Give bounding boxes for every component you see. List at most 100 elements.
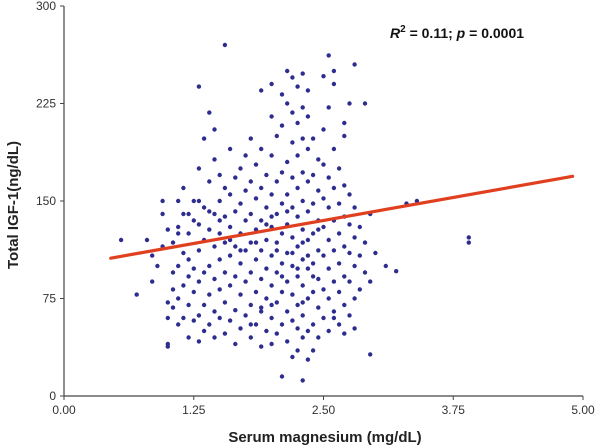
data-point: [186, 211, 191, 217]
data-point: [274, 331, 279, 336]
data-point: [326, 296, 331, 301]
data-point: [165, 341, 170, 347]
data-point: [196, 198, 202, 204]
data-point: [238, 166, 243, 171]
data-point: [300, 240, 305, 245]
data-point: [326, 53, 331, 58]
data-point: [181, 315, 186, 321]
trend-line-group: [109, 174, 575, 260]
r-squared-annotation: R2 = 0.11; p = 0.0001: [390, 24, 524, 41]
data-point: [336, 261, 342, 266]
data-point: [352, 326, 357, 331]
data-point: [342, 331, 347, 336]
data-point: [233, 209, 238, 214]
data-point: [285, 101, 290, 106]
data-point: [300, 313, 305, 318]
data-point: [347, 250, 352, 256]
data-point: [331, 146, 337, 152]
data-point: [248, 335, 253, 340]
data-point: [285, 68, 290, 74]
data-point: [290, 205, 295, 210]
data-point: [326, 237, 331, 243]
data-point: [259, 344, 264, 349]
data-point: [285, 209, 290, 214]
data-point: [269, 153, 274, 158]
data-point: [326, 105, 331, 110]
data-point: [196, 222, 202, 227]
data-point: [227, 224, 233, 230]
data-point: [191, 318, 196, 323]
data-point: [347, 279, 352, 284]
data-point: [295, 274, 300, 279]
data-point: [259, 146, 264, 152]
data-point: [321, 287, 326, 292]
data-point: [331, 248, 337, 253]
x-tick-label: 0.00: [52, 403, 76, 417]
data-point: [253, 196, 259, 201]
r-value: = 0.11;: [406, 25, 457, 41]
data-point: [331, 68, 337, 74]
data-point: [331, 309, 337, 314]
data-point: [118, 237, 124, 243]
data-point: [321, 253, 326, 258]
y-tick-label: 150: [36, 194, 56, 208]
data-point: [336, 231, 342, 236]
data-point: [331, 315, 337, 321]
data-point: [222, 270, 228, 275]
data-point: [201, 302, 207, 308]
data-point: [279, 170, 285, 175]
data-point: [279, 322, 285, 327]
data-point: [165, 315, 170, 321]
data-point: [243, 313, 248, 318]
data-point: [259, 185, 264, 191]
data-point: [316, 248, 321, 253]
tick-labels: 0.00 1.25 2.50 3.75 5.00 0 75 150 225 300: [36, 0, 595, 417]
data-point: [212, 157, 217, 162]
data-point: [196, 339, 202, 344]
data-point: [191, 218, 196, 223]
data-point: [300, 136, 305, 141]
data-point: [326, 175, 331, 180]
data-point: [290, 354, 295, 360]
data-point: [305, 357, 311, 362]
data-point: [295, 153, 300, 158]
data-point: [279, 374, 285, 379]
data-point: [212, 244, 217, 249]
data-point: [342, 133, 347, 139]
p-label: p: [456, 25, 466, 41]
data-point: [305, 237, 311, 243]
data-point: [227, 318, 233, 323]
data-point: [368, 279, 373, 284]
data-point: [336, 322, 342, 327]
data-point: [222, 240, 228, 245]
data-point: [321, 74, 326, 79]
data-point: [264, 296, 269, 301]
data-point: [285, 250, 290, 256]
data-point: [466, 235, 471, 240]
y-tick-label: 300: [36, 0, 56, 13]
data-point: [300, 300, 305, 305]
data-point: [279, 231, 285, 236]
data-point: [217, 257, 222, 262]
data-point: [248, 302, 253, 308]
data-point: [207, 179, 212, 184]
data-point: [368, 352, 373, 357]
data-point: [290, 235, 295, 240]
data-point: [144, 237, 150, 243]
data-point: [347, 222, 352, 227]
data-point: [326, 205, 331, 210]
data-point: [176, 263, 181, 269]
data-point: [285, 339, 290, 344]
data-point: [305, 296, 311, 301]
data-point: [290, 292, 295, 297]
data-point: [186, 302, 191, 308]
data-point: [300, 71, 305, 76]
data-point: [279, 201, 285, 206]
data-point: [155, 263, 160, 269]
data-point: [264, 222, 269, 227]
data-point: [217, 315, 222, 321]
data-point: [222, 300, 228, 305]
data-point: [295, 244, 300, 249]
data-point: [238, 326, 243, 331]
